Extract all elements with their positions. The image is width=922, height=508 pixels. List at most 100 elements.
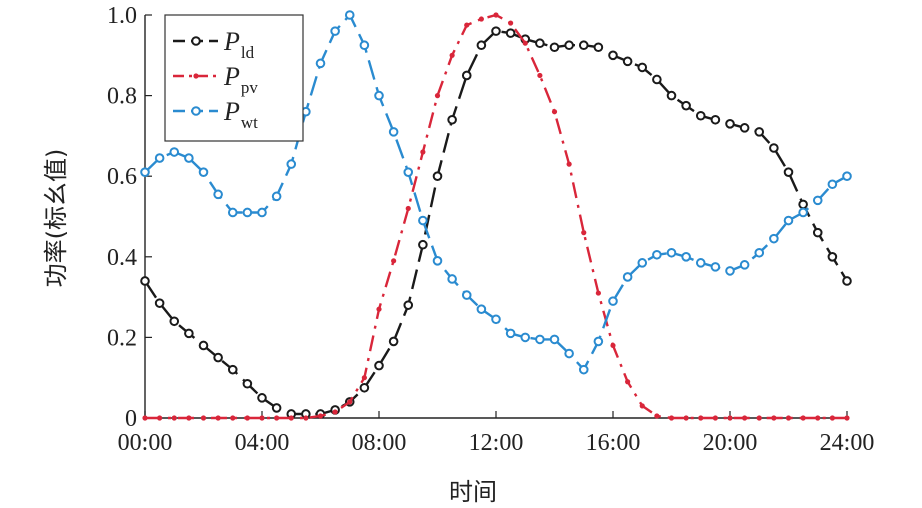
- legend-label-subscript: pv: [241, 78, 259, 97]
- data-point: [140, 167, 150, 177]
- data-point: [815, 415, 821, 421]
- data-point: [639, 403, 645, 409]
- data-point: [725, 119, 735, 129]
- data-point: [461, 290, 472, 300]
- data-point: [317, 413, 324, 419]
- data-point: [288, 415, 294, 421]
- data-point: [652, 74, 662, 85]
- data-point: [476, 40, 487, 51]
- data-point: [257, 393, 267, 403]
- data-point: [403, 167, 414, 177]
- x-tick-label: 20:00: [703, 430, 758, 456]
- data-point: [595, 290, 601, 296]
- data-point: [432, 171, 443, 181]
- legend-label-subscript: wt: [241, 113, 258, 132]
- data-point: [157, 415, 163, 421]
- data-point: [508, 20, 514, 26]
- y-axis-tick-labels: 0 0.2 0.4 0.6 0.8 1.0: [107, 3, 137, 432]
- x-tick-label: 16:00: [586, 430, 641, 456]
- data-point: [695, 258, 706, 268]
- data-point: [420, 149, 426, 155]
- data-point: [215, 415, 221, 421]
- legend-swatch-marker: [193, 73, 199, 79]
- data-point: [769, 233, 779, 244]
- data-point: [434, 93, 441, 99]
- data-point: [842, 171, 852, 181]
- data-point: [742, 415, 748, 421]
- data-point: [578, 364, 589, 375]
- data-point: [593, 336, 604, 347]
- data-point: [827, 251, 838, 262]
- data-point: [551, 109, 558, 115]
- data-point: [332, 409, 338, 415]
- data-point: [303, 415, 309, 421]
- data-point: [493, 12, 499, 18]
- data-point: [271, 403, 282, 413]
- series-p-ld: [140, 26, 852, 419]
- data-point: [683, 415, 689, 421]
- data-point: [374, 360, 384, 371]
- data-point: [520, 332, 531, 343]
- data-point: [361, 375, 367, 381]
- data-point: [578, 40, 589, 51]
- data-point: [695, 110, 706, 121]
- data-point: [169, 316, 180, 327]
- data-point: [622, 56, 633, 67]
- data-point: [359, 382, 370, 393]
- data-point: [769, 143, 779, 153]
- x-axis-tick-labels: 00:00 04:00 08:00 12:00 16:00 20:00 24:00: [118, 430, 875, 456]
- data-point: [186, 415, 192, 421]
- data-point: [681, 251, 691, 262]
- data-point: [140, 276, 150, 286]
- data-point: [739, 123, 750, 133]
- data-point: [242, 378, 253, 389]
- data-point: [227, 207, 238, 218]
- data-point: [432, 256, 443, 266]
- data-point: [798, 207, 808, 218]
- data-point: [842, 276, 852, 286]
- data-point: [230, 415, 236, 421]
- data-point: [654, 413, 660, 419]
- data-point: [274, 415, 280, 421]
- x-axis-title: 时间: [449, 478, 497, 506]
- data-point: [418, 215, 428, 226]
- data-point: [447, 274, 457, 284]
- data-point: [812, 195, 823, 206]
- data-point: [315, 58, 326, 69]
- data-point: [330, 26, 340, 36]
- legend-box: [164, 14, 304, 142]
- data-point: [522, 40, 528, 46]
- y-tick-label: 0.2: [107, 325, 137, 351]
- data-point: [844, 415, 850, 421]
- data-point: [549, 42, 560, 53]
- y-tick-label: 0.4: [107, 245, 137, 271]
- data-point: [198, 167, 209, 177]
- y-axis-title: 功率(标幺值): [42, 149, 70, 288]
- data-point: [491, 26, 501, 36]
- data-point: [652, 249, 662, 260]
- x-tick-label: 04:00: [235, 430, 290, 456]
- series-p-pv: [142, 12, 850, 421]
- data-point: [593, 42, 604, 53]
- data-point: [142, 415, 148, 421]
- data-point: [447, 114, 457, 125]
- data-point: [198, 340, 209, 351]
- data-point: [244, 415, 250, 421]
- data-point: [625, 379, 631, 385]
- data-point: [374, 90, 384, 101]
- data-point: [710, 262, 721, 272]
- data-point: [710, 114, 721, 125]
- data-point: [464, 22, 470, 28]
- data-point: [344, 10, 355, 20]
- y-tick-label: 0: [125, 406, 137, 432]
- data-point: [478, 16, 484, 22]
- data-point: [154, 298, 165, 308]
- data-point: [829, 415, 835, 421]
- data-point: [566, 161, 572, 167]
- data-point: [213, 352, 223, 363]
- data-point: [666, 90, 677, 101]
- data-point: [535, 38, 545, 49]
- data-point: [491, 314, 501, 325]
- data-point: [449, 52, 455, 58]
- data-point: [637, 258, 648, 268]
